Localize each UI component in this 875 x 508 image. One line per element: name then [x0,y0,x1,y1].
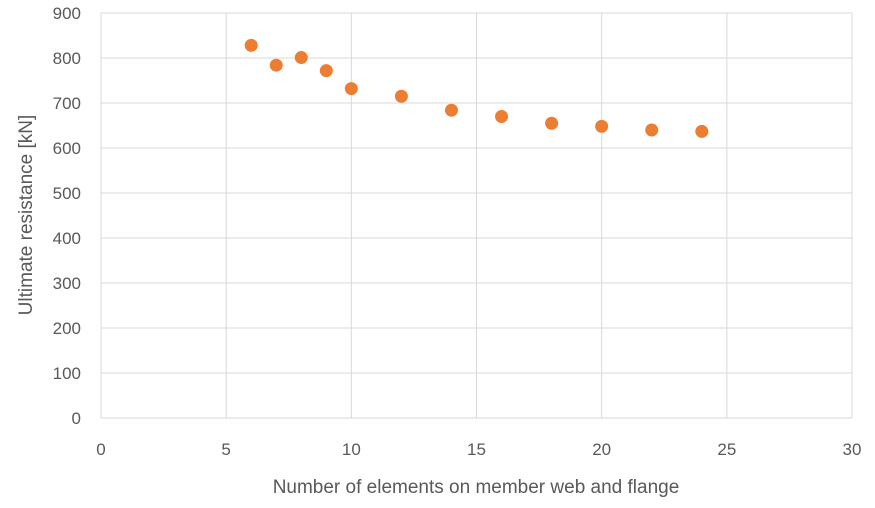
data-point [595,119,609,133]
y-tick-label: 100 [53,364,81,383]
x-tick-label: 25 [717,440,736,459]
data-points [244,38,709,138]
y-tick-label: 900 [53,4,81,23]
y-tick-label: 300 [53,274,81,293]
tick-labels: 0 100 200 300 400 500 600 700 800 900 0 5 10 15 20 25 30 [53,4,862,459]
y-tick-label: 800 [53,49,81,68]
data-point [695,124,709,138]
x-tick-label: 0 [96,440,105,459]
x-tick-label: 5 [221,440,230,459]
gridlines [100,12,853,419]
y-tick-label: 200 [53,319,81,338]
data-point [444,103,458,117]
data-point [545,116,559,130]
y-tick-label: 700 [53,94,81,113]
data-point [495,110,509,123]
data-point [294,51,308,65]
x-tick-label: 15 [467,440,486,459]
y-axis-title: Ultimate resistance [kN] [16,115,37,316]
data-point [394,89,408,103]
x-tick-label: 30 [843,440,862,459]
y-tick-label: 600 [53,139,81,158]
data-point [269,58,283,72]
data-point [344,82,358,96]
y-tick-label: 0 [72,409,81,428]
x-tick-label: 10 [342,440,361,459]
data-point [319,64,333,78]
y-tick-label: 500 [53,184,81,203]
data-point [645,123,659,137]
data-point [244,38,258,52]
x-axis-title: Number of elements on member web and fla… [273,477,680,498]
x-tick-label: 20 [592,440,611,459]
y-tick-label: 400 [53,229,81,248]
